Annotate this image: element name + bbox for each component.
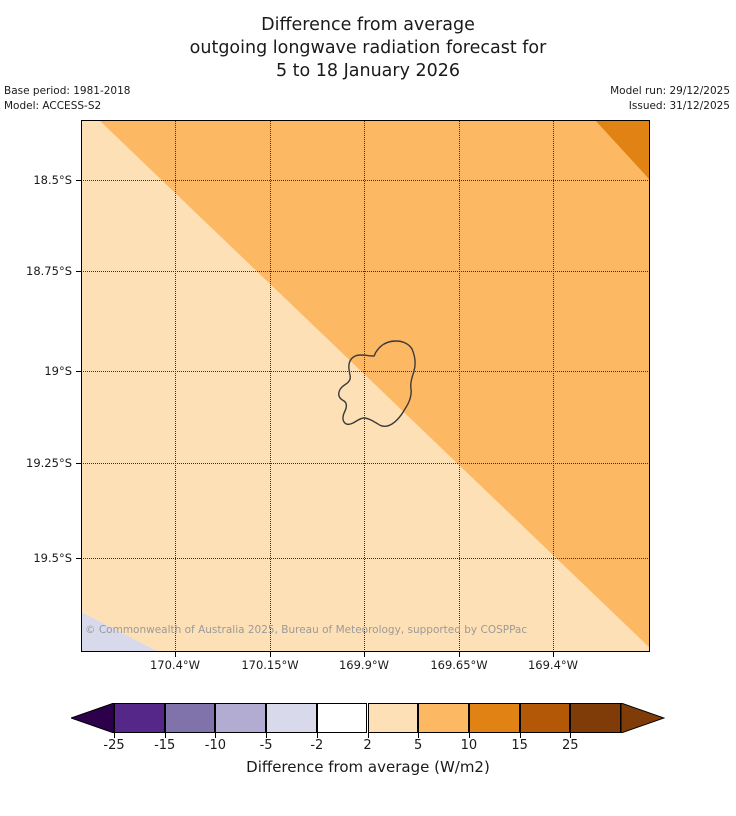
copyright-credit: © Commonwealth of Australia 2025, Bureau…	[85, 624, 528, 636]
colorbar-tick-label: -15	[154, 738, 176, 753]
y-tick-mark	[76, 271, 81, 272]
title-line-1: Difference from average	[261, 15, 475, 35]
colorbar-tick	[519, 733, 521, 738]
colorbar-segment	[570, 703, 621, 733]
y-tick-mark	[76, 558, 81, 559]
gridline-vertical	[553, 120, 554, 652]
metadata-left: Base period: 1981-2018 Model: ACCESS-S2	[4, 84, 130, 114]
colorbar-tick	[266, 733, 268, 738]
gridline-vertical	[459, 120, 460, 652]
x-tick-label: 170.15°W	[241, 658, 299, 672]
colorbar-under-arrow	[71, 703, 115, 733]
title-line-3: 5 to 18 January 2026	[275, 61, 461, 81]
colorbar-segment	[215, 703, 267, 733]
gridline-vertical	[270, 120, 271, 652]
niue-coastline	[338, 340, 416, 427]
gridline-horizontal	[81, 558, 650, 559]
gridline-horizontal	[81, 180, 650, 181]
y-tick-label: 19°S	[44, 364, 72, 378]
colorbar-segment	[266, 703, 317, 733]
colorbar-tick	[468, 733, 470, 738]
colorbar-tick	[114, 733, 115, 738]
y-tick-label: 18.5°S	[33, 173, 72, 187]
base-period-label: Base period: 1981-2018	[4, 85, 131, 97]
colorbar-tick-label: 10	[460, 738, 478, 753]
model-label: Model: ACCESS-S2	[4, 100, 102, 112]
metadata-right: Model run: 29/12/2025 Issued: 31/12/2025	[610, 84, 730, 114]
colorbar-tick	[164, 733, 166, 738]
colorbar-over-arrow	[621, 703, 665, 733]
x-tick-mark	[459, 652, 460, 657]
x-tick-label: 169.9°W	[338, 658, 390, 672]
y-tick-label: 18.75°S	[26, 264, 72, 278]
x-tick-mark	[270, 652, 271, 657]
page-title: Difference from average outgoing longwav…	[0, 14, 736, 83]
colorbar-tick	[367, 733, 369, 738]
y-tick-mark	[76, 180, 81, 181]
gridline-vertical	[364, 120, 365, 652]
model-run-label: Model run: 29/12/2025	[610, 85, 730, 97]
colorbar-segment	[164, 703, 216, 733]
colorbar-tick-label: 2	[363, 738, 372, 753]
colorbar-segment	[114, 703, 165, 733]
colorbar: -25 -15 -10 -5 -2 2 5 10 15 25 Differenc…	[0, 698, 736, 798]
gridline-layer	[81, 120, 650, 652]
colorbar-segment	[468, 703, 520, 733]
y-tick-label: 19.25°S	[26, 456, 72, 470]
gridline-horizontal	[81, 371, 650, 372]
colorbar-segment	[418, 703, 469, 733]
x-tick-label: 169.65°W	[430, 658, 488, 672]
colorbar-segment	[316, 703, 368, 733]
colorbar-tick-label: -5	[259, 738, 273, 753]
y-tick-mark	[76, 463, 81, 464]
colorbar-tick-label: 25	[562, 738, 579, 753]
colorbar-tick-label: -25	[103, 738, 125, 753]
y-tick-label: 19.5°S	[33, 551, 72, 565]
x-tick-mark	[175, 652, 176, 657]
colorbar-tick	[418, 733, 420, 738]
x-tick-label: 169.4°W	[527, 658, 579, 672]
colorbar-tick-label: 5	[414, 738, 423, 753]
gridline-horizontal	[81, 271, 650, 272]
issued-label: Issued: 31/12/2025	[628, 100, 730, 112]
gridline-horizontal	[81, 463, 650, 464]
title-line-2: outgoing longwave radiation forecast for	[189, 38, 547, 58]
colorbar-tick-label: -2	[310, 738, 324, 753]
x-tick-label: 170.4°W	[149, 658, 201, 672]
colorbar-tick	[570, 733, 572, 738]
map-plot-area	[81, 120, 650, 652]
x-tick-mark	[364, 652, 365, 657]
colorbar-title: Difference from average (W/m2)	[246, 758, 490, 776]
colorbar-tick	[215, 733, 217, 738]
colorbar-tick-label: -10	[204, 738, 227, 753]
y-tick-mark	[76, 371, 81, 372]
colorbar-tick	[316, 733, 318, 738]
colorbar-segment	[519, 703, 571, 733]
gridline-vertical	[175, 120, 176, 652]
x-tick-mark	[553, 652, 554, 657]
colorbar-segment	[367, 703, 419, 733]
colorbar-tick-label: 15	[511, 738, 528, 753]
